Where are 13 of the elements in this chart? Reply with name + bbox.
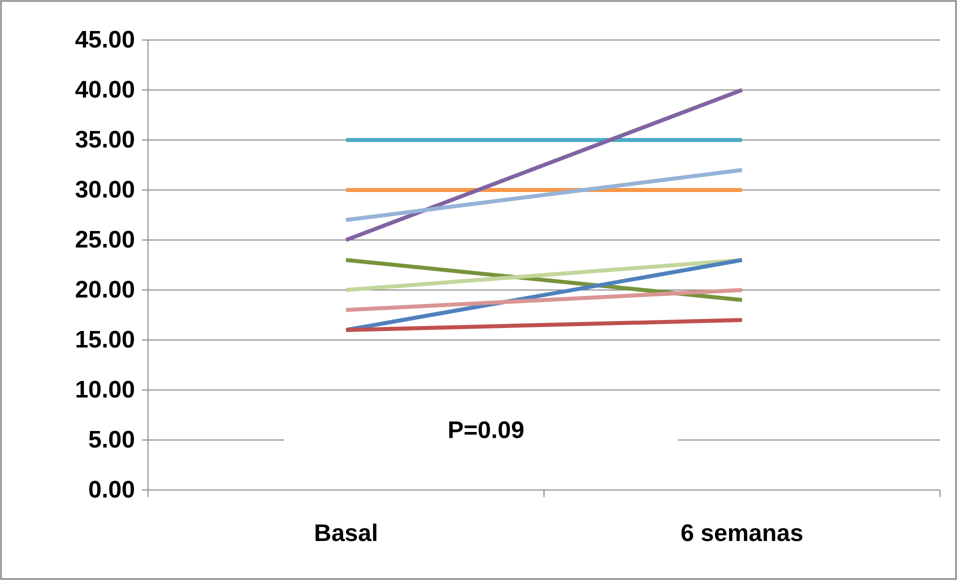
y-tick-label: 20.00 [74,276,135,304]
y-tick-label: 30.00 [74,176,135,204]
y-tick-label: 40.00 [74,76,135,104]
y-tick-label: 5.00 [88,426,135,454]
y-tick-label: 15.00 [74,326,135,354]
annotation: P=0.09 [448,417,524,444]
y-tick-label: 45.00 [74,26,135,54]
y-tick-label: 35.00 [74,126,135,154]
y-tick-label: 25.00 [74,226,135,254]
x-tick-label: 6 semanas [680,520,804,548]
y-tick-label: 10.00 [74,376,135,404]
y-tick-label: 0.00 [88,476,135,504]
x-tick-label: Basal [314,520,378,548]
